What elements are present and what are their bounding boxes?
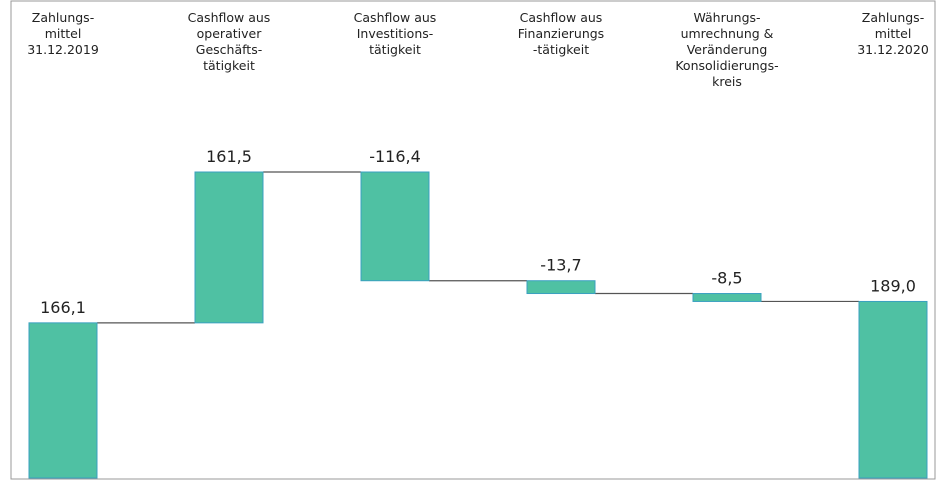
category-label: Cashflow aus Finanzierungs -tätigkeit bbox=[517, 10, 605, 57]
bar bbox=[526, 280, 596, 295]
value-label: -13,7 bbox=[540, 256, 581, 275]
bar bbox=[692, 293, 762, 302]
bar bbox=[28, 322, 98, 479]
value-label: 166,1 bbox=[40, 298, 86, 317]
value-label: 161,5 bbox=[206, 147, 252, 166]
category-label: Cashflow aus Investitions- tätigkeit bbox=[353, 10, 437, 57]
value-label: -8,5 bbox=[711, 269, 742, 288]
value-label: -116,4 bbox=[369, 147, 421, 166]
bar bbox=[194, 171, 264, 324]
category-label: Zahlungs- mittel 31.12.2019 bbox=[27, 10, 99, 57]
bar bbox=[360, 171, 430, 282]
value-label: 189,0 bbox=[870, 276, 916, 295]
bar bbox=[858, 300, 928, 479]
category-label: Cashflow aus operativer Geschäfts- tätig… bbox=[187, 10, 271, 73]
frame bbox=[10, 0, 936, 480]
category-label: Zahlungs- mittel 31.12.2020 bbox=[857, 10, 929, 57]
category-label: Währungs- umrechnung & Veränderung Konso… bbox=[675, 10, 779, 89]
